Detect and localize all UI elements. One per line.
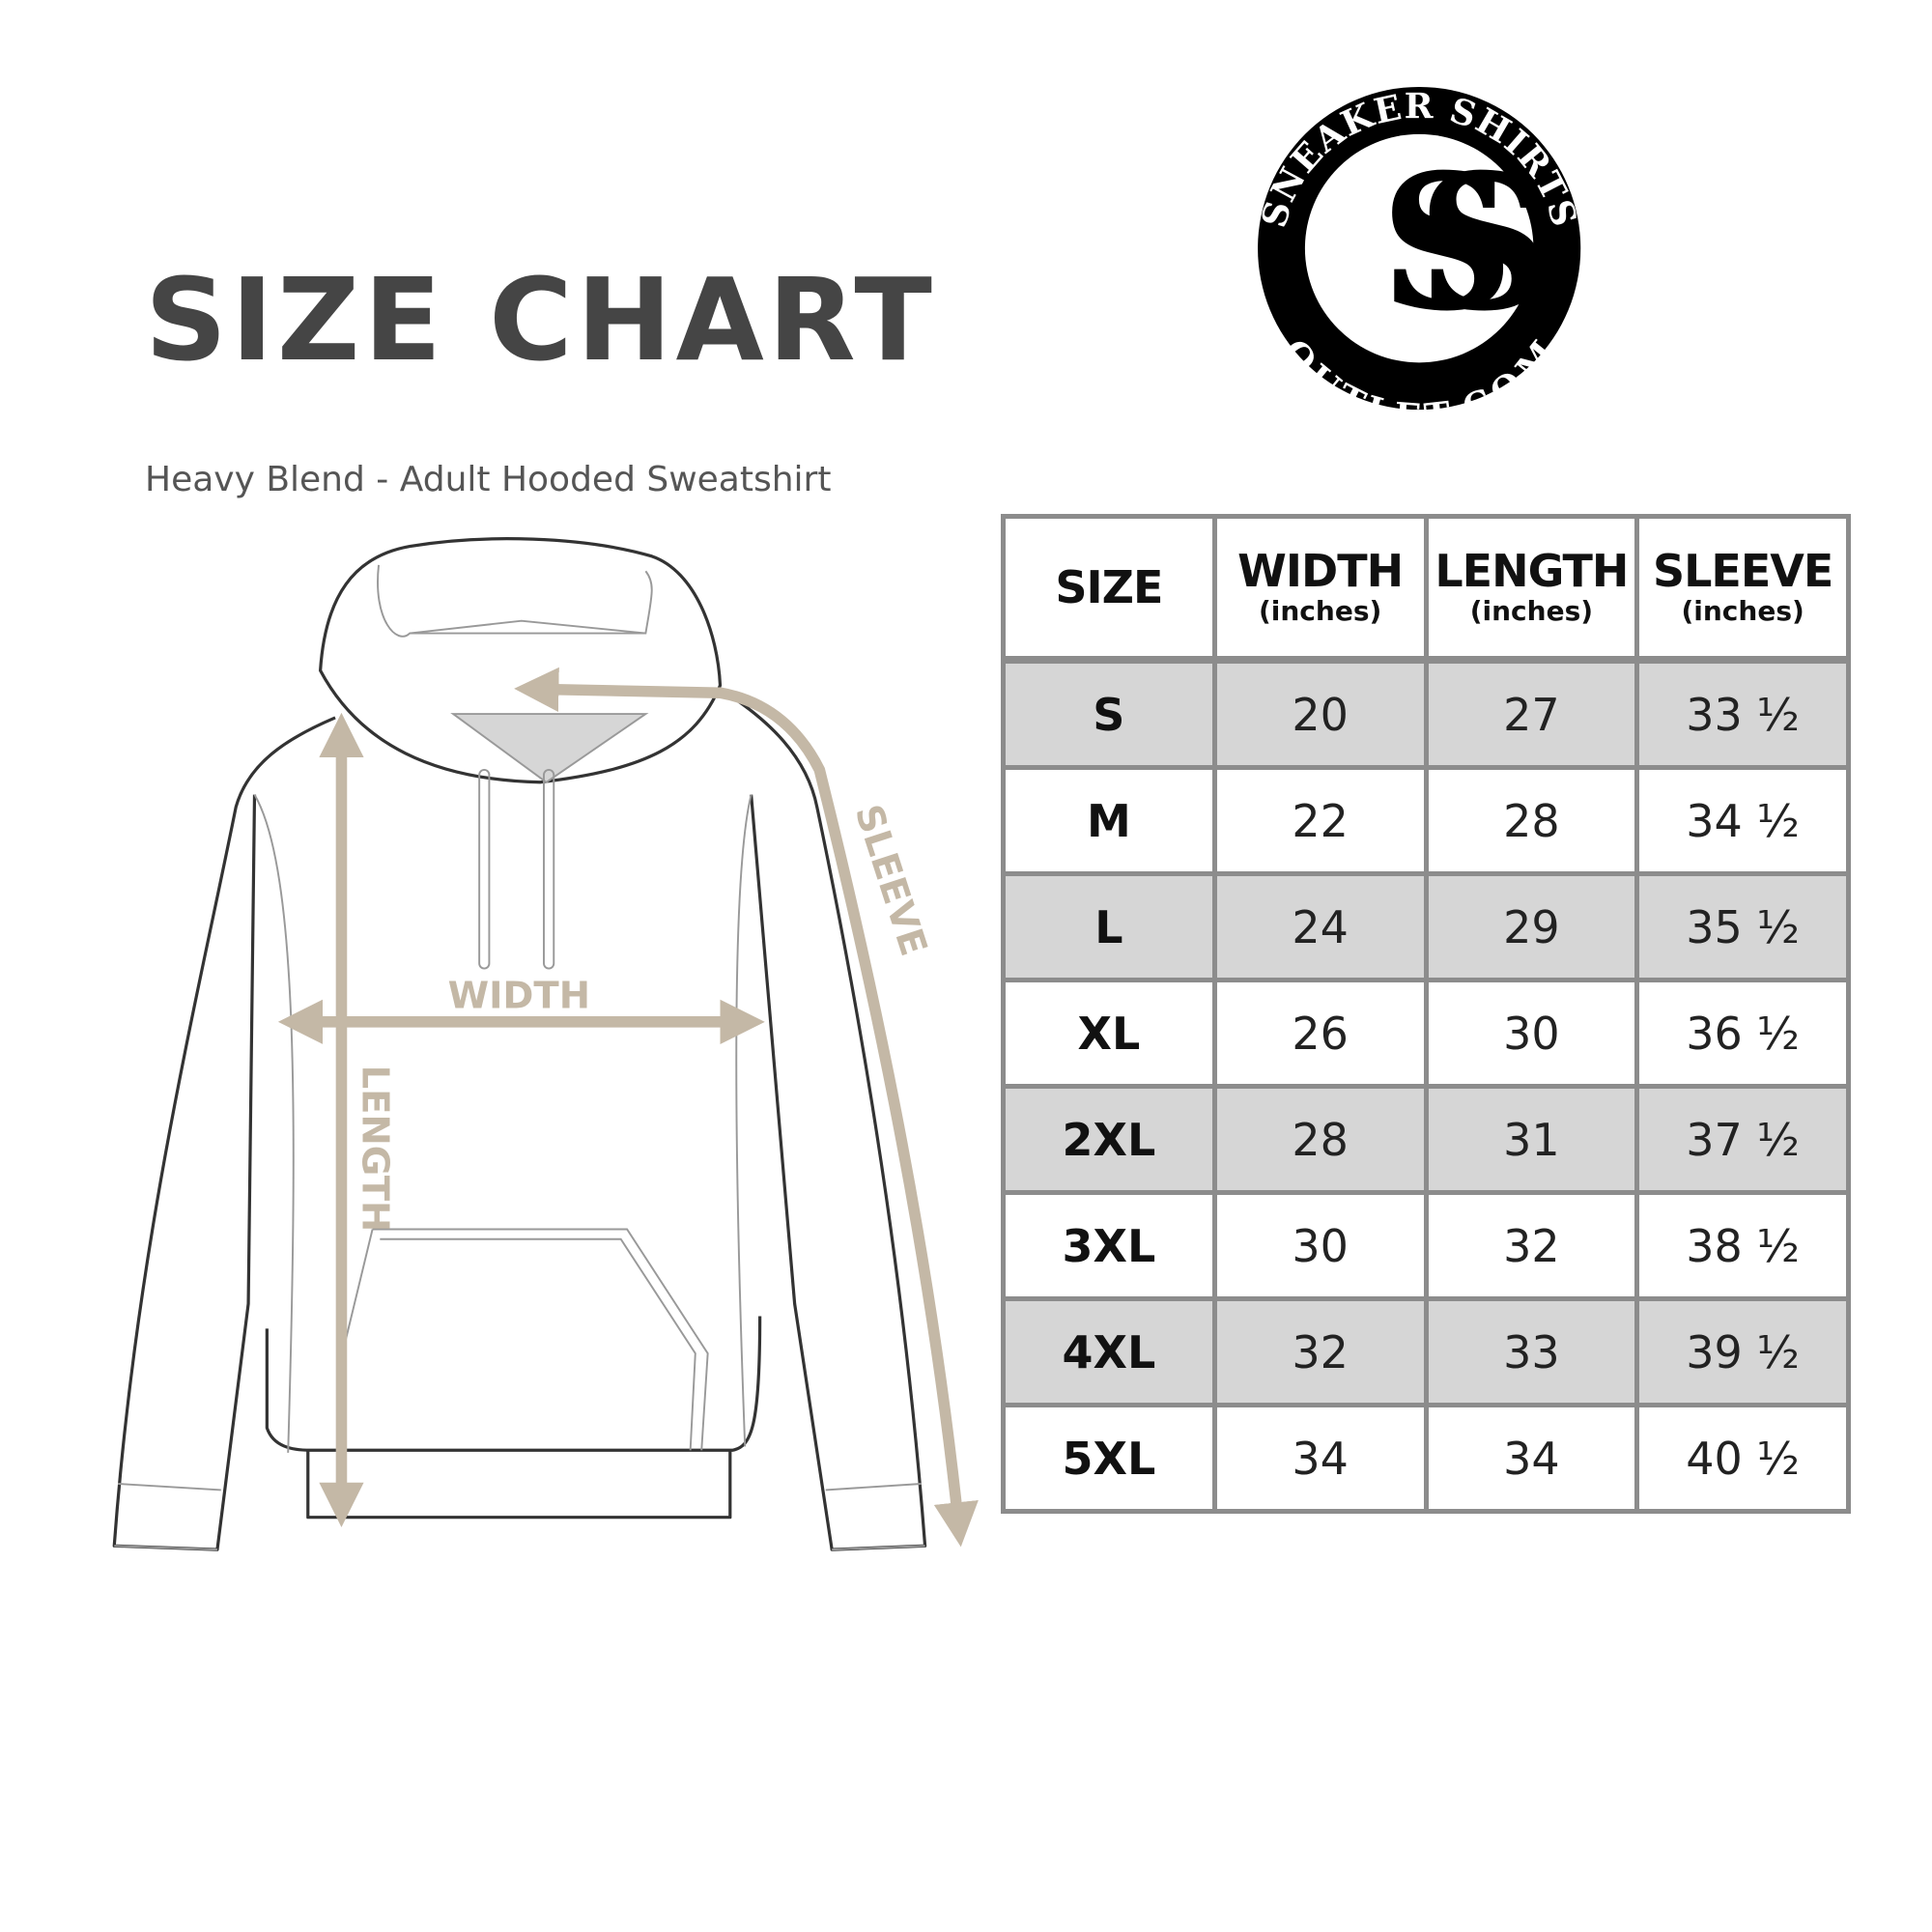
brand-logo: SNEAKER SHIRTS OUTLET.COM SS bbox=[1254, 86, 1634, 438]
size-cell: 4XL bbox=[1001, 1296, 1217, 1407]
sleeve-cell: 40 ½ bbox=[1634, 1403, 1851, 1514]
table-row: 5XL 34 34 40 ½ bbox=[1001, 1403, 1851, 1514]
sleeve-cell: 36 ½ bbox=[1634, 978, 1851, 1089]
size-table: SIZE WIDTH (inches) LENGTH (inches) SLEEVE… bbox=[1001, 514, 1851, 1514]
size-cell: S bbox=[1001, 656, 1217, 770]
length-cell: 29 bbox=[1423, 871, 1640, 982]
size-cell: 2XL bbox=[1001, 1084, 1217, 1195]
width-cell: 28 bbox=[1211, 1084, 1429, 1195]
length-cell: 31 bbox=[1423, 1084, 1640, 1195]
width-label: WIDTH bbox=[448, 975, 590, 1018]
sleeve-cell: 33 ½ bbox=[1634, 656, 1851, 770]
column-header-length: LENGTH (inches) bbox=[1423, 514, 1640, 663]
table-row: 3XL 30 32 38 ½ bbox=[1001, 1190, 1851, 1301]
column-header-width: WIDTH (inches) bbox=[1211, 514, 1429, 663]
length-cell: 34 bbox=[1423, 1403, 1640, 1514]
width-cell: 30 bbox=[1211, 1190, 1429, 1301]
table-row: L 24 29 35 ½ bbox=[1001, 871, 1851, 982]
length-label: LENGTH bbox=[353, 1065, 396, 1233]
length-cell: 32 bbox=[1423, 1190, 1640, 1301]
sleeve-cell: 37 ½ bbox=[1634, 1084, 1851, 1195]
table-row: XL 26 30 36 ½ bbox=[1001, 978, 1851, 1089]
page-subtitle: Heavy Blend - Adult Hooded Sweatshirt bbox=[145, 460, 832, 499]
width-cell: 22 bbox=[1211, 765, 1429, 876]
length-cell: 30 bbox=[1423, 978, 1640, 1089]
measurement-arrows bbox=[277, 667, 979, 1548]
length-cell: 33 bbox=[1423, 1296, 1640, 1407]
sleeve-cell: 39 ½ bbox=[1634, 1296, 1851, 1407]
width-cell: 24 bbox=[1211, 871, 1429, 982]
sleeve-cell: 35 ½ bbox=[1634, 871, 1851, 982]
table-row: 2XL 28 31 37 ½ bbox=[1001, 1084, 1851, 1195]
length-cell: 28 bbox=[1423, 765, 1640, 876]
size-cell: L bbox=[1001, 871, 1217, 982]
page-title: SIZE CHART bbox=[145, 253, 936, 386]
column-header-size: SIZE bbox=[1001, 514, 1217, 663]
table-header-row: SIZE WIDTH (inches) LENGTH (inches) SLEEVE… bbox=[1001, 514, 1851, 663]
sleeve-arrow bbox=[514, 667, 979, 1548]
sleeve-cell: 38 ½ bbox=[1634, 1190, 1851, 1301]
table-row: 4XL 32 33 39 ½ bbox=[1001, 1296, 1851, 1407]
column-header-sleeve: SLEEVE (inches) bbox=[1634, 514, 1851, 663]
table-row: M 22 28 34 ½ bbox=[1001, 765, 1851, 876]
hoodie-outline bbox=[112, 537, 927, 1551]
size-cell: 5XL bbox=[1001, 1403, 1217, 1514]
width-cell: 20 bbox=[1211, 656, 1429, 770]
width-cell: 26 bbox=[1211, 978, 1429, 1089]
length-cell: 27 bbox=[1423, 656, 1640, 770]
width-cell: 32 bbox=[1211, 1296, 1429, 1407]
size-cell: 3XL bbox=[1001, 1190, 1217, 1301]
size-cell: XL bbox=[1001, 978, 1217, 1089]
size-cell: M bbox=[1001, 765, 1217, 876]
table-row: S 20 27 33 ½ bbox=[1001, 656, 1851, 770]
sleeve-cell: 34 ½ bbox=[1634, 765, 1851, 876]
width-cell: 34 bbox=[1211, 1403, 1429, 1514]
